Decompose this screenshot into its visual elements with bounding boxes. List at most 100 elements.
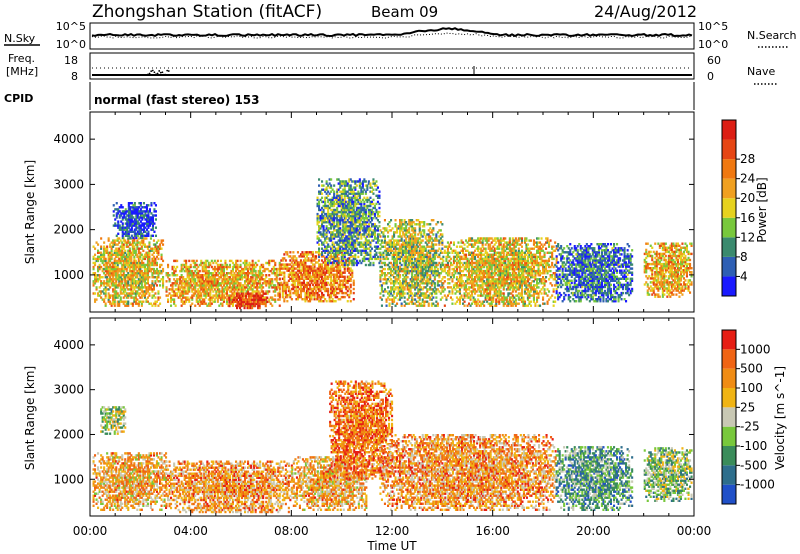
- heatmap-cell: [283, 271, 286, 274]
- heatmap-cell: [349, 245, 352, 248]
- heatmap-cell: [104, 251, 107, 254]
- heatmap-cell: [358, 233, 361, 236]
- heatmap-cell: [408, 269, 411, 273]
- heatmap-cell: [116, 249, 119, 252]
- heatmap-cell: [342, 202, 345, 206]
- heatmap-cell: [324, 221, 327, 224]
- heatmap-cell: [283, 283, 286, 287]
- heatmap-cell: [298, 271, 301, 274]
- heatmap-cell: [182, 286, 185, 289]
- heatmap-cell: [119, 300, 122, 303]
- heatmap-cell: [357, 208, 360, 212]
- heatmap-cell: [286, 293, 289, 297]
- heatmap-cell: [136, 286, 139, 289]
- heatmap-cell: [127, 255, 130, 259]
- heatmap-cell: [331, 214, 334, 218]
- heatmap-cell: [391, 253, 394, 256]
- heatmap-cell: [354, 227, 357, 230]
- heatmap-cell: [233, 278, 236, 281]
- heatmap-cell: [284, 283, 287, 287]
- heatmap-cell: [112, 265, 115, 269]
- heatmap-cell: [400, 249, 403, 252]
- heatmap-cell: [106, 245, 109, 248]
- heatmap-cell: [336, 253, 339, 256]
- heatmap-cell: [269, 280, 272, 283]
- nsky-tick-top: 10^5: [56, 20, 86, 33]
- heatmap-cell: [124, 263, 127, 267]
- heatmap-cell: [284, 267, 287, 270]
- heatmap-cell: [352, 196, 355, 199]
- heatmap-cell: [363, 247, 366, 250]
- heatmap-cell: [159, 269, 162, 273]
- heatmap-cell: [216, 267, 219, 271]
- heatmap-cell: [150, 212, 153, 215]
- heatmap-cell: [284, 281, 287, 285]
- heatmap-cell: [342, 231, 345, 234]
- heatmap-cell: [180, 284, 183, 287]
- heatmap-cell: [360, 206, 363, 210]
- heatmap-cell: [130, 218, 133, 221]
- heatmap-cell: [327, 277, 330, 280]
- heatmap-cell: [379, 284, 382, 287]
- heatmap-cell: [364, 263, 367, 267]
- heatmap-cell: [268, 261, 271, 265]
- heatmap-cell: [363, 229, 366, 232]
- heatmap-cell: [340, 200, 343, 204]
- heatmap-cell: [236, 288, 239, 291]
- heatmap-cell: [200, 296, 203, 299]
- heatmap-cell: [153, 202, 156, 205]
- heatmap-cell: [357, 180, 360, 183]
- heatmap-cell: [376, 235, 379, 238]
- heatmap-cell: [287, 289, 290, 293]
- heatmap-cell: [316, 277, 319, 280]
- heatmap-cell: [378, 221, 381, 224]
- heatmap-cell: [364, 221, 367, 224]
- heatmap-cell: [406, 265, 409, 269]
- heatmap-cell: [225, 282, 228, 285]
- heatmap-cell: [346, 267, 349, 270]
- heatmap-cell: [125, 300, 128, 303]
- heatmap-cell: [222, 278, 225, 281]
- heatmap-cell: [337, 204, 340, 208]
- heatmap-cell: [216, 265, 219, 269]
- heatmap-cell: [210, 272, 213, 275]
- heatmap-cell: [251, 263, 254, 267]
- heatmap-cell: [257, 300, 260, 304]
- heatmap-cell: [235, 259, 238, 263]
- heatmap-cell: [238, 269, 241, 273]
- heatmap-cell: [212, 290, 215, 293]
- heatmap-cell: [343, 271, 346, 274]
- heatmap-cell: [372, 239, 375, 242]
- heatmap-cell: [414, 302, 417, 305]
- heatmap-cell: [210, 274, 213, 277]
- heatmap-cell: [337, 271, 340, 274]
- heatmap-cell: [415, 300, 418, 303]
- heatmap-cell: [343, 219, 346, 222]
- heatmap-cell: [342, 210, 345, 214]
- heatmap-cell: [185, 269, 188, 273]
- heatmap-cell: [182, 267, 185, 271]
- heatmap-cell: [325, 206, 328, 210]
- heatmap-cell: [415, 247, 418, 250]
- heatmap-cell: [262, 269, 265, 273]
- heatmap-cell: [349, 202, 352, 206]
- heatmap-cell: [191, 288, 194, 291]
- heatmap-cell: [180, 265, 183, 269]
- heatmap-cell: [142, 257, 145, 261]
- heatmap-cell: [315, 277, 318, 280]
- heatmap-cell: [418, 265, 421, 269]
- heatmap-cell: [296, 281, 299, 285]
- heatmap-cell: [378, 233, 381, 236]
- heatmap-cell: [337, 298, 340, 301]
- heatmap-cell: [218, 263, 221, 267]
- heatmap-cell: [159, 272, 162, 275]
- heatmap-cell: [228, 272, 231, 275]
- heatmap-cell: [254, 304, 257, 308]
- heatmap-cell: [334, 295, 337, 299]
- heatmap-cell: [188, 278, 191, 281]
- heatmap-cell: [339, 182, 342, 185]
- heatmap-cell: [354, 249, 357, 252]
- heatmap-cell: [325, 204, 328, 208]
- heatmap-cell: [331, 196, 334, 199]
- heatmap-cell: [349, 233, 352, 236]
